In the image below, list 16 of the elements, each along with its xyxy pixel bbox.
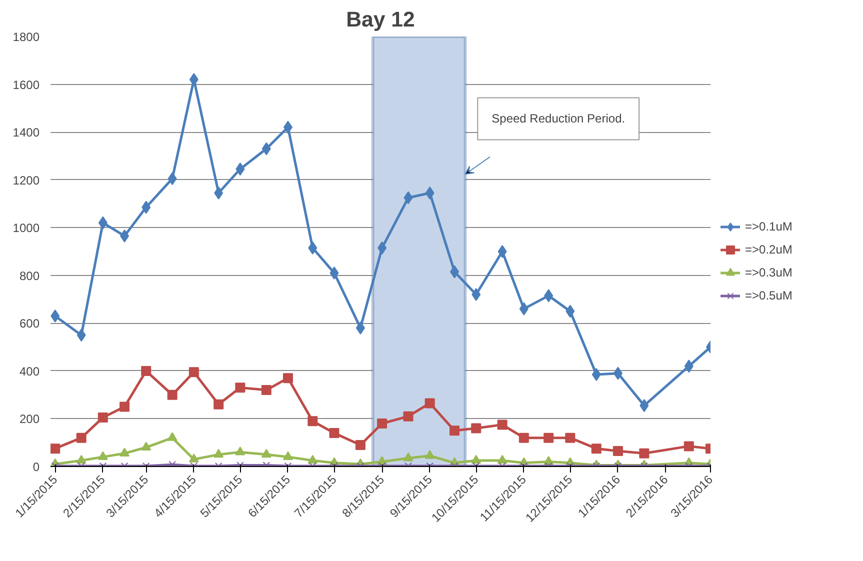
y-tick-label: 1600 [12, 78, 40, 92]
y-tick-label: 1000 [12, 221, 40, 236]
y-tick-label: 1800 [12, 30, 40, 44]
chart-title: Bay 12 [346, 8, 415, 32]
y-tick-label: 800 [19, 268, 40, 283]
legend-label: =>0.5uM [745, 288, 792, 302]
y-tick-label: 600 [19, 316, 40, 331]
y-tick-label: 1400 [12, 126, 40, 140]
legend-label: =>0.1uM [745, 220, 792, 234]
legend-label: =>0.2uM [745, 242, 792, 256]
y-tick-label: 200 [19, 412, 40, 426]
y-tick-label: 1200 [12, 173, 40, 188]
y-tick-label: 0 [32, 460, 40, 474]
y-tick-label: 400 [19, 364, 40, 378]
legend-label: =>0.3uM [745, 266, 792, 280]
band-label: Speed Reduction Period. [492, 112, 626, 126]
